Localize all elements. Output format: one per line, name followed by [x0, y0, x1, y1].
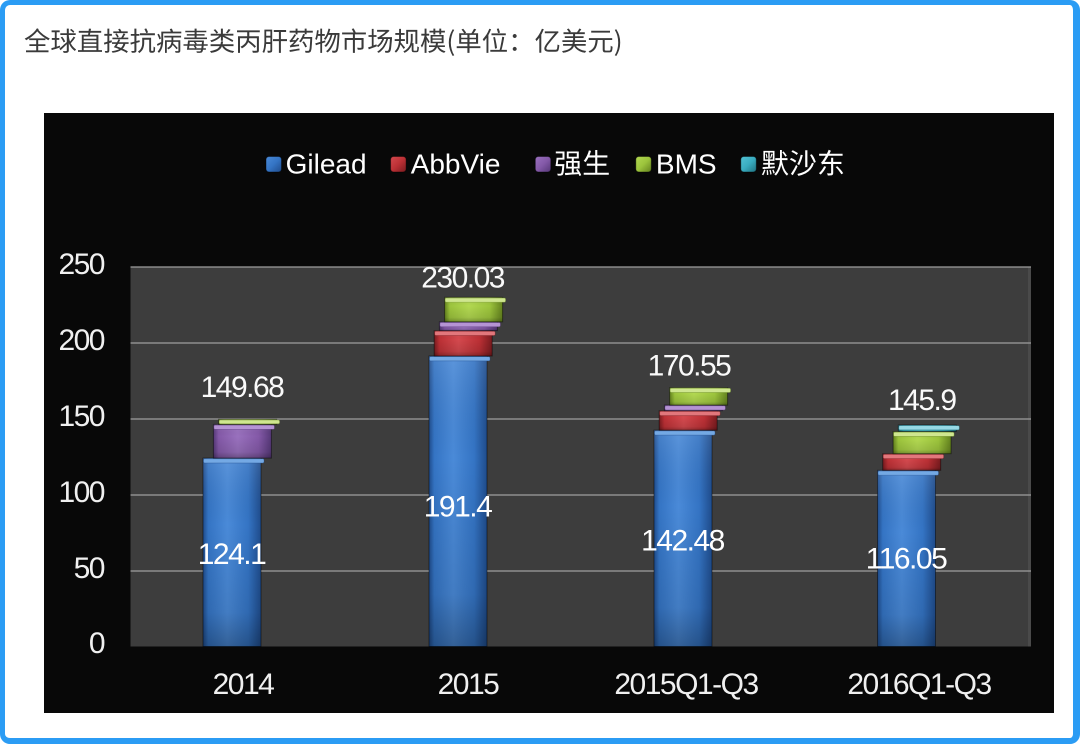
svg-text:0: 0: [89, 627, 105, 660]
svg-text:150: 150: [58, 400, 104, 433]
svg-text:170.55: 170.55: [648, 350, 732, 383]
svg-text:2016Q1-Q3: 2016Q1-Q3: [847, 668, 991, 701]
svg-text:116.05: 116.05: [866, 543, 947, 576]
svg-text:145.9: 145.9: [888, 384, 956, 417]
svg-text:Gilead: Gilead: [286, 149, 367, 180]
svg-text:BMS: BMS: [656, 149, 717, 180]
svg-text:2015Q1-Q3: 2015Q1-Q3: [614, 668, 758, 701]
svg-text:200: 200: [58, 324, 104, 357]
svg-text:230.03: 230.03: [421, 262, 505, 295]
svg-text:250: 250: [58, 248, 104, 281]
svg-text:191.4: 191.4: [424, 491, 492, 524]
svg-text:50: 50: [74, 552, 105, 585]
svg-text:2015: 2015: [438, 668, 500, 701]
svg-text:AbbVie: AbbVie: [411, 149, 501, 180]
svg-text:2014: 2014: [213, 668, 275, 701]
svg-text:100: 100: [58, 476, 104, 509]
svg-text:142.48: 142.48: [641, 525, 725, 558]
svg-text:149.68: 149.68: [201, 371, 285, 404]
svg-text:124.1: 124.1: [198, 538, 266, 571]
